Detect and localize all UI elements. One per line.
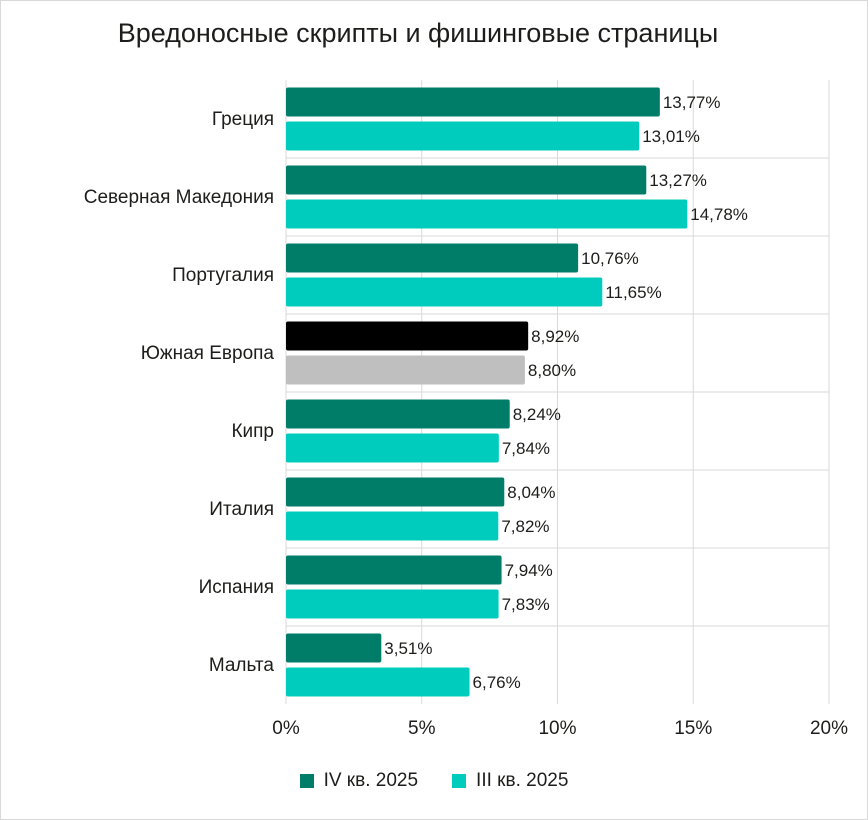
data-label: 8,92% <box>531 327 579 346</box>
bar <box>286 477 505 507</box>
bar <box>286 321 529 351</box>
x-tick-label: 10% <box>538 718 576 739</box>
bar <box>286 433 499 463</box>
legend-item: IV кв. 2025 <box>299 770 419 792</box>
category-label: Италия <box>209 499 274 520</box>
data-label: 13,27% <box>649 171 707 190</box>
bar <box>286 243 579 273</box>
bar <box>286 199 688 229</box>
legend-item: III кв. 2025 <box>452 770 568 792</box>
bar <box>286 589 499 619</box>
data-label: 7,82% <box>501 517 549 536</box>
data-label: 14,78% <box>690 205 748 224</box>
x-tick-label: 5% <box>408 718 436 739</box>
bar <box>286 667 470 697</box>
bar <box>286 277 603 307</box>
bar <box>286 555 502 585</box>
category-label: Греция <box>212 109 274 130</box>
data-label: 10,76% <box>581 249 639 268</box>
data-label: 7,83% <box>502 595 550 614</box>
legend: IV кв. 2025 III кв. 2025 <box>0 770 868 792</box>
bar <box>286 511 499 541</box>
bar <box>286 399 510 429</box>
legend-label: III кв. 2025 <box>476 770 569 791</box>
x-tick-label: 0% <box>272 718 300 739</box>
category-label: Южная Европа <box>141 343 275 364</box>
chart-title: Вредоносные скрипты и фишинговые страниц… <box>117 18 719 48</box>
data-label: 6,76% <box>473 673 521 692</box>
legend-label: IV кв. 2025 <box>323 770 419 791</box>
bar <box>286 165 647 195</box>
category-label: Португалия <box>172 265 274 286</box>
category-label: Кипр <box>231 421 274 442</box>
bar <box>286 121 640 151</box>
data-label: 3,51% <box>384 639 432 658</box>
data-label: 13,77% <box>663 93 721 112</box>
data-label: 7,84% <box>502 439 550 458</box>
category-label: Испания <box>199 577 274 598</box>
bar <box>286 355 525 385</box>
x-tick-label: 15% <box>674 718 712 739</box>
legend-swatch <box>299 774 314 788</box>
legend-swatch <box>452 774 467 788</box>
data-label: 11,65% <box>605 283 661 302</box>
bar <box>286 633 382 663</box>
category-label: Мальта <box>209 655 275 676</box>
x-tick-label: 20% <box>810 718 848 739</box>
category-label: Северная Македония <box>84 187 274 208</box>
bar-chart: 0% 5% 10% 15% 20% Греция 13,77% 13,01% Северная … <box>84 80 848 739</box>
data-label: 7,94% <box>505 561 553 580</box>
data-label: 8,24% <box>513 405 561 424</box>
bar <box>286 87 660 117</box>
data-label: 8,04% <box>507 483 555 502</box>
data-label: 13,01% <box>642 127 700 146</box>
data-label: 8,80% <box>528 361 576 380</box>
